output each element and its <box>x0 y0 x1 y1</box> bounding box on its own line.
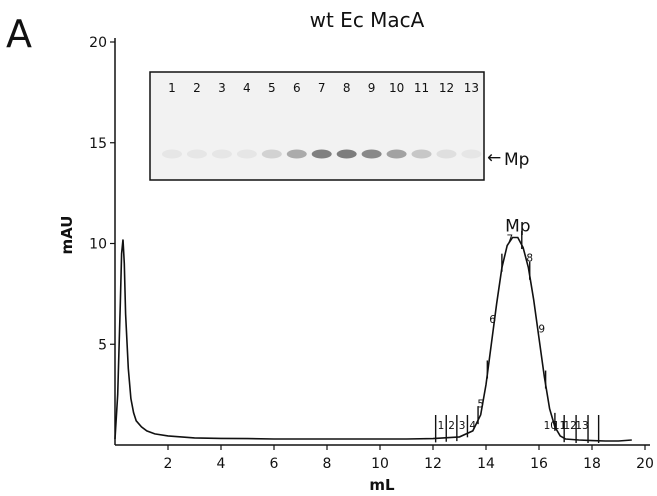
gel-lane-label: 9 <box>368 81 376 95</box>
fraction-label: 2 <box>448 420 455 432</box>
chromatogram-trace <box>114 236 632 442</box>
axes <box>114 38 650 446</box>
gel-band <box>436 149 457 159</box>
gel-band <box>186 149 207 159</box>
gel-band <box>286 149 307 159</box>
y-tick-label: 15 <box>89 136 107 152</box>
gel-inset: wt Ec MacA 1 2 3 4 5 6 7 8 9 10 11 12 13 ← Mp <box>149 8 529 181</box>
gel-band <box>211 149 232 159</box>
x-tick-label: 20 <box>636 456 654 472</box>
x-ticks: 2 4 6 8 10 12 14 16 18 20 <box>164 445 654 472</box>
fraction-label: 7 <box>506 233 513 245</box>
fraction-label: 6 <box>489 314 496 326</box>
y-tick-label: 10 <box>89 237 107 253</box>
fraction-label: 5 <box>477 398 484 410</box>
fraction-label: 3 <box>459 420 466 432</box>
gel-band <box>361 149 382 159</box>
gel-lane-label: 5 <box>268 81 276 95</box>
gel-band <box>162 149 182 159</box>
fraction-label: 13 <box>575 420 588 432</box>
gel-lane-label: 1 <box>168 81 176 95</box>
gel-lane-label: 3 <box>218 81 226 95</box>
gel-band <box>336 149 357 159</box>
gel-band <box>461 149 482 159</box>
gel-band <box>236 149 257 159</box>
gel-lane-label: 8 <box>343 81 351 95</box>
gel-band <box>261 149 282 159</box>
gel-lane-label: 10 <box>389 81 404 95</box>
gel-lane-label: 6 <box>293 81 301 95</box>
fraction-label: 8 <box>526 253 533 265</box>
fraction-label: 12 <box>563 420 576 432</box>
gel-lane-label: 12 <box>439 81 454 95</box>
gel-bands <box>162 149 482 159</box>
gel-band <box>411 149 432 159</box>
y-tick-label: 5 <box>98 337 107 353</box>
gel-image <box>149 71 485 181</box>
x-tick-label: 10 <box>371 456 389 472</box>
y-axis-title: mAU <box>58 216 76 255</box>
gel-band-label: Mp <box>504 150 529 170</box>
gel-arrow-icon: ← <box>487 148 501 168</box>
x-tick-label: 4 <box>217 456 226 472</box>
gel-lane-label: 11 <box>414 81 429 95</box>
fraction-label: 4 <box>469 420 476 432</box>
fraction-label: 1 <box>438 420 445 432</box>
gel-lane-label: 7 <box>318 81 326 95</box>
x-tick-label: 18 <box>583 456 601 472</box>
fraction-label: 11 <box>553 420 566 432</box>
panel-letter: A <box>6 12 32 56</box>
x-tick-label: 8 <box>323 456 332 472</box>
gel-lane-label: 2 <box>193 81 201 95</box>
peak-label: Mp <box>505 216 530 236</box>
gel-lane-labels: 1 2 3 4 5 6 7 8 9 10 11 12 13 <box>168 81 479 95</box>
gel-lane-label: 4 <box>243 81 251 95</box>
x-axis-title: mL <box>369 476 395 494</box>
gel-title: wt Ec MacA <box>310 8 425 32</box>
fraction-label: 9 <box>538 324 545 336</box>
y-tick-label: 20 <box>89 35 107 51</box>
x-tick-label: 6 <box>270 456 279 472</box>
x-tick-label: 14 <box>477 456 495 472</box>
gel-band <box>386 149 407 159</box>
gel-lane-label: 13 <box>464 81 479 95</box>
x-tick-label: 16 <box>530 456 548 472</box>
y-ticks: 5 10 15 20 <box>89 35 115 353</box>
x-tick-label: 2 <box>164 456 173 472</box>
fraction-label: 10 <box>544 420 557 432</box>
x-tick-label: 12 <box>424 456 442 472</box>
gel-band <box>311 149 332 159</box>
